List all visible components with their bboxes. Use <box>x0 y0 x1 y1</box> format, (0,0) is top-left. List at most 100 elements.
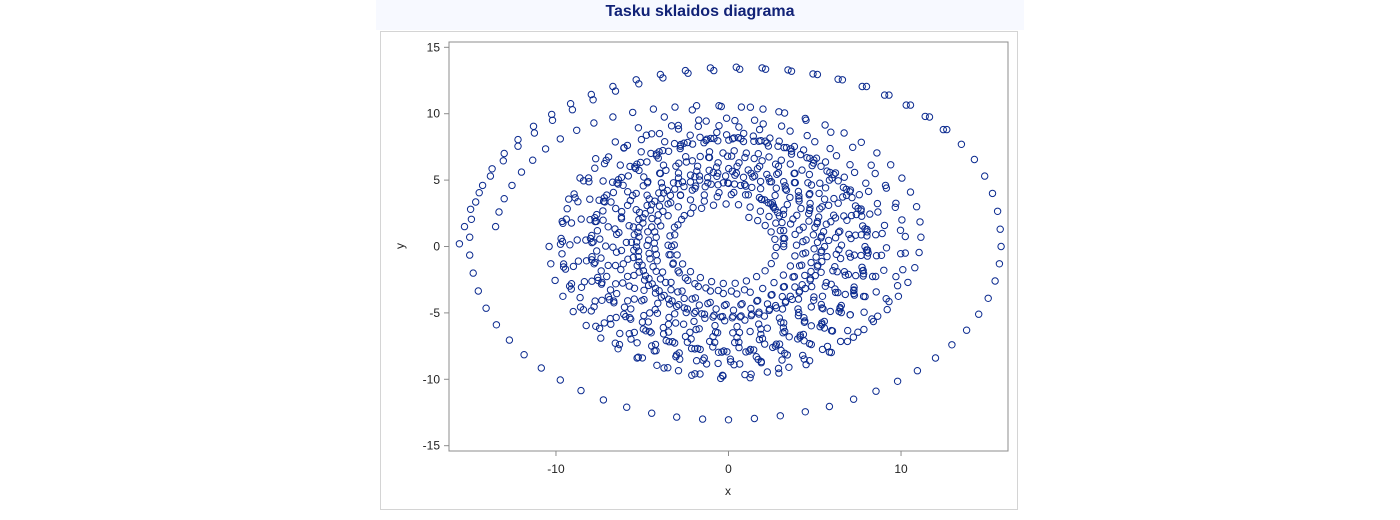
data-point <box>734 134 742 142</box>
data-point <box>769 203 778 212</box>
data-point <box>806 199 814 208</box>
data-point <box>780 319 788 327</box>
data-point <box>860 325 868 334</box>
y-tick-label: -10 <box>423 372 441 386</box>
data-point <box>818 292 827 300</box>
x-tick-label: 10 <box>894 462 908 476</box>
data-point <box>854 204 862 213</box>
data-point <box>822 278 830 287</box>
data-point <box>818 304 826 312</box>
data-point <box>855 191 863 199</box>
data-point <box>863 252 872 260</box>
data-points <box>455 63 1005 424</box>
data-point <box>906 101 915 109</box>
data-point <box>758 157 766 165</box>
data-point <box>640 286 648 294</box>
data-point <box>761 267 769 275</box>
data-point <box>805 217 813 225</box>
data-point <box>896 226 905 235</box>
data-point <box>651 289 660 297</box>
data-point <box>630 246 638 254</box>
data-point <box>579 306 588 314</box>
data-point <box>794 311 803 320</box>
data-point <box>812 253 820 261</box>
data-point <box>648 409 656 417</box>
data-point <box>844 270 853 279</box>
data-point <box>499 157 507 165</box>
data-point <box>836 337 845 346</box>
data-point <box>573 126 581 135</box>
data-point <box>671 339 679 347</box>
data-point <box>869 317 878 326</box>
data-point <box>789 215 797 223</box>
data-point <box>757 330 765 339</box>
data-point <box>577 283 586 291</box>
data-point <box>857 251 865 260</box>
data-point <box>872 231 880 239</box>
data-point <box>789 273 797 281</box>
data-point <box>742 277 751 285</box>
data-point <box>821 158 830 166</box>
data-point <box>794 295 803 303</box>
data-point <box>588 277 596 285</box>
data-point <box>806 276 814 284</box>
data-point <box>586 195 594 203</box>
data-point <box>567 280 576 288</box>
data-point <box>661 138 669 146</box>
data-point <box>794 335 802 343</box>
data-point <box>644 236 653 244</box>
data-point <box>742 149 750 157</box>
data-point <box>874 208 882 216</box>
data-point <box>793 211 801 220</box>
data-point <box>574 198 582 206</box>
data-point <box>573 236 581 244</box>
data-point <box>893 377 902 385</box>
data-point <box>921 112 929 121</box>
data-point <box>885 297 893 306</box>
data-point <box>730 180 739 188</box>
data-point <box>646 255 654 263</box>
data-point <box>652 250 661 259</box>
data-point <box>639 267 648 275</box>
data-point <box>816 205 824 213</box>
data-point <box>626 162 634 171</box>
data-point <box>611 261 620 270</box>
data-point <box>735 343 743 352</box>
data-point <box>843 216 851 225</box>
data-point <box>704 179 712 187</box>
data-point <box>655 129 664 138</box>
data-point <box>732 169 741 177</box>
data-point <box>925 113 934 121</box>
data-point <box>606 286 615 294</box>
data-point <box>633 238 641 246</box>
data-point <box>629 253 637 262</box>
x-tick-label: -10 <box>547 462 565 476</box>
data-point <box>615 340 624 349</box>
data-point <box>671 310 679 318</box>
data-point <box>673 302 681 311</box>
data-point <box>700 310 709 318</box>
data-point <box>778 292 786 301</box>
data-point <box>597 267 605 275</box>
data-point <box>723 348 731 356</box>
data-point <box>692 102 701 110</box>
data-point <box>849 333 858 341</box>
data-point <box>623 201 632 210</box>
data-point <box>714 286 722 295</box>
data-point <box>709 343 717 351</box>
data-point <box>719 179 727 187</box>
data-point <box>673 413 681 421</box>
data-point <box>988 189 997 198</box>
data-point <box>676 144 684 153</box>
data-point <box>664 212 672 220</box>
data-point <box>818 345 827 354</box>
data-point <box>841 290 849 299</box>
data-point <box>831 169 840 177</box>
data-point <box>755 137 763 145</box>
data-point <box>741 316 749 324</box>
data-point <box>820 324 829 332</box>
data-point <box>720 301 729 310</box>
data-point <box>830 170 838 179</box>
data-point <box>614 345 622 353</box>
y-axis: -15 -10 -5 0 5 10 15 <box>423 40 449 453</box>
